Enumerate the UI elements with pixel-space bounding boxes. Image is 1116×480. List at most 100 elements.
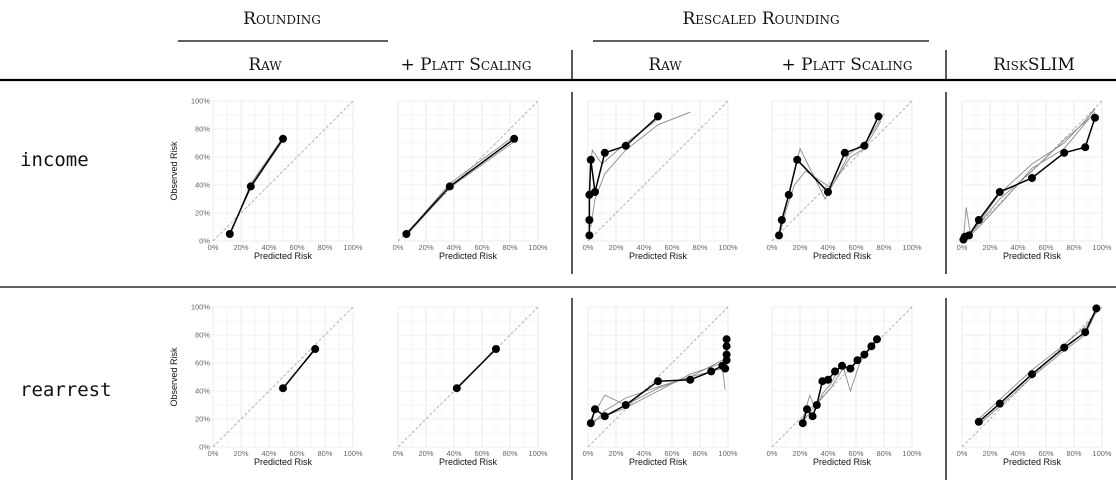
x-tick-label: 0% <box>393 449 404 458</box>
diagonal-reference-line <box>212 306 354 448</box>
x-tick-label: 100% <box>528 243 548 252</box>
x-tick-label: 60% <box>848 243 863 252</box>
data-point <box>591 188 599 196</box>
y-tick-label: 100% <box>191 97 211 106</box>
data-point <box>824 188 832 196</box>
x-tick-label: 40% <box>636 449 651 458</box>
data-point <box>279 384 287 393</box>
y-axis-label: Observed Risk <box>169 141 179 201</box>
data-point <box>654 112 662 121</box>
row-label-income: income <box>20 149 89 171</box>
x-axis-label: Predicted Risk <box>629 457 688 467</box>
data-point <box>1060 343 1069 352</box>
data-point <box>846 364 855 373</box>
diagonal-reference-line <box>961 306 1103 448</box>
data-point <box>995 188 1004 196</box>
data-point <box>722 342 731 351</box>
data-point <box>793 155 802 164</box>
y-tick-label: 0% <box>199 237 210 246</box>
calibration-panel-rearrest-1: 0% 20% 40% 60% 80% 100% 0% 20% 40% 60% 80% 100% Obse… <box>169 303 363 468</box>
data-point <box>722 350 731 359</box>
x-tick-label: 100% <box>718 449 738 458</box>
column-header-rounding-raw: Raw <box>248 55 282 75</box>
data-point <box>860 350 869 359</box>
group-header-rescaled-rounding: Rescaled Rounding <box>682 9 839 29</box>
column-header-riskslim: RiskSLIM <box>993 55 1075 75</box>
data-point <box>591 405 599 414</box>
data-point <box>600 148 609 157</box>
x-tick-label: 40% <box>820 243 835 252</box>
calibration-panel-rearrest-2: 0% 20% 40% 60% 80% 100% Predicted Risk <box>393 306 548 467</box>
x-tick-label: 80% <box>1066 449 1081 458</box>
column-header-rounding-platt: + Platt Scaling <box>401 55 532 75</box>
data-point <box>586 155 595 164</box>
data-point <box>510 134 519 143</box>
x-tick-label: 40% <box>1010 243 1025 252</box>
x-tick-label: 60% <box>474 449 489 458</box>
diagonal-reference-line <box>397 306 539 448</box>
x-tick-label: 0% <box>957 243 968 252</box>
y-tick-label: 20% <box>195 209 210 218</box>
x-tick-label: 100% <box>718 243 738 252</box>
calibration-panel-income-5: 0% 20% 40% 60% 80% 100% Predicted Risk <box>957 100 1112 261</box>
x-tick-label: 40% <box>820 449 835 458</box>
data-point <box>824 375 832 384</box>
data-point <box>452 384 461 393</box>
x-tick-label: 0% <box>767 243 778 252</box>
x-tick-label: 40% <box>636 243 651 252</box>
column-header-rescaled-raw: Raw <box>648 55 682 75</box>
series-line-fold <box>779 120 882 233</box>
diagonal-reference-line <box>587 306 729 448</box>
panels: 0% 20% 40% 60% 80% 100% 0% 20% 40% 60% 80% 100% Obse… <box>169 97 1112 468</box>
data-point <box>1060 148 1069 157</box>
figure-header: Rounding Rescaled Rounding Raw + Platt S… <box>0 9 1116 480</box>
x-tick-label: 60% <box>1038 449 1053 458</box>
data-point <box>585 231 594 240</box>
calibration-panel-income-2: 0% 20% 40% 60% 80% 100% Predicted Risk <box>393 100 548 261</box>
y-tick-label: 0% <box>199 443 210 452</box>
x-tick-label: 100% <box>528 449 548 458</box>
data-point <box>621 141 630 150</box>
x-tick-label: 80% <box>1066 243 1081 252</box>
data-point <box>686 375 695 384</box>
x-tick-label: 100% <box>1092 449 1112 458</box>
diagonal-reference-line <box>771 100 913 242</box>
series-line-main <box>456 348 497 389</box>
x-tick-label: 0% <box>583 243 594 252</box>
data-point <box>585 216 594 224</box>
diagonal-reference-line <box>587 100 729 242</box>
x-tick-label: 20% <box>418 243 433 252</box>
y-tick-label: 60% <box>195 359 210 368</box>
x-tick-label: 60% <box>1038 243 1053 252</box>
x-tick-label: 100% <box>902 449 922 458</box>
y-tick-label: 80% <box>195 125 210 134</box>
x-tick-label: 80% <box>692 243 707 252</box>
x-axis-label: Predicted Risk <box>629 251 688 261</box>
x-tick-label: 0% <box>393 243 404 252</box>
x-axis-label: Predicted Risk <box>254 251 313 261</box>
data-point <box>600 412 609 421</box>
data-point <box>445 182 454 191</box>
x-tick-label: 0% <box>957 449 968 458</box>
data-point <box>838 361 846 370</box>
data-point <box>808 412 817 421</box>
x-axis-label: Predicted Risk <box>254 457 313 467</box>
x-tick-label: 100% <box>343 243 363 252</box>
x-tick-label: 20% <box>792 449 807 458</box>
calibration-panel-income-1: 0% 20% 40% 60% 80% 100% 0% 20% 40% 60% 80% 100% Obse… <box>169 97 363 262</box>
x-tick-label: 20% <box>233 243 248 252</box>
x-tick-label: 40% <box>446 243 461 252</box>
data-point <box>874 112 883 121</box>
data-point <box>586 419 595 428</box>
y-tick-label: 80% <box>195 331 210 340</box>
calibration-panel-income-4: 0% 20% 40% 60% 80% 100% Predicted Risk <box>767 100 922 261</box>
x-tick-label: 80% <box>876 243 891 252</box>
x-tick-label: 40% <box>261 243 276 252</box>
x-tick-label: 0% <box>208 449 219 458</box>
data-point <box>803 405 811 414</box>
diagonal-reference-line <box>961 100 1103 242</box>
data-point <box>873 335 881 344</box>
x-tick-label: 0% <box>208 243 219 252</box>
x-axis-label: Predicted Risk <box>1003 251 1062 261</box>
